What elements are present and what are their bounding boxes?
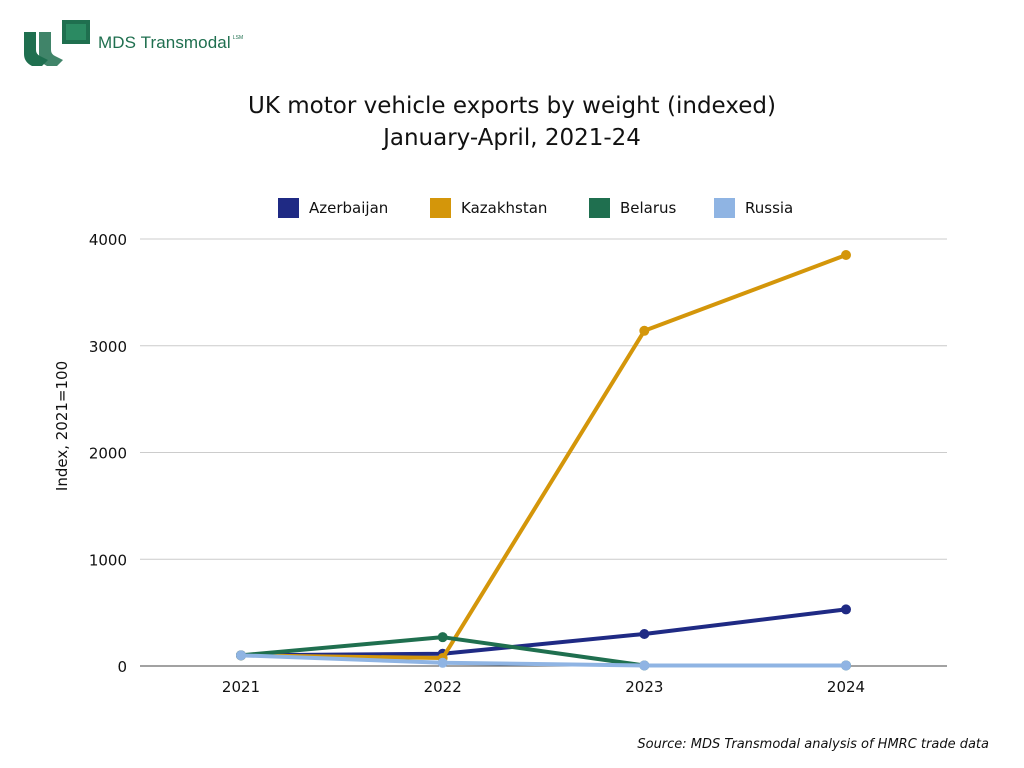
legend-label: Belarus <box>620 199 677 217</box>
legend-swatch <box>430 198 451 218</box>
data-point <box>841 250 851 261</box>
legend-item-azerbaijan: Azerbaijan <box>278 198 388 218</box>
legend-swatch <box>278 198 299 218</box>
legend-item-kazakhstan: Kazakhstan <box>430 198 547 218</box>
legend-swatch <box>714 198 735 218</box>
data-point <box>437 632 448 643</box>
data-point <box>639 660 650 671</box>
chart-title-line2: January-April, 2021-24 <box>383 125 641 151</box>
data-point <box>437 657 448 668</box>
y-tick-label: 1000 <box>89 551 127 569</box>
data-point <box>841 660 851 671</box>
series-kazakhstan <box>236 250 851 663</box>
y-tick-label: 2000 <box>89 445 127 463</box>
logo-mark-icon <box>24 20 90 66</box>
data-point <box>236 650 246 661</box>
legend-label: Russia <box>745 199 793 217</box>
y-tick-label: 3000 <box>89 338 127 356</box>
data-point <box>841 604 851 615</box>
x-tick-label: 2023 <box>625 678 663 696</box>
x-tick-label: 2024 <box>827 678 865 696</box>
data-point <box>639 325 650 336</box>
source-note: Source: MDS Transmodal analysis of HMRC … <box>637 737 989 752</box>
chart-title: UK motor vehicle exports by weight (inde… <box>0 90 1024 154</box>
legend-swatch <box>589 198 610 218</box>
y-tick-label: 0 <box>117 658 127 676</box>
legend-label: Kazakhstan <box>461 199 547 217</box>
x-tick-label: 2021 <box>222 678 260 696</box>
x-tick-label: 2022 <box>424 678 462 696</box>
logo-text: MDS Transmodal LSM <box>98 33 244 52</box>
y-axis-label: Index, 2021=100 <box>53 361 71 491</box>
legend-item-russia: Russia <box>714 198 793 218</box>
brand-logo: MDS Transmodal LSM <box>22 20 243 66</box>
legend-item-belarus: Belarus <box>589 198 677 218</box>
series-line <box>239 635 848 668</box>
chart-title-line1: UK motor vehicle exports by weight (inde… <box>248 93 776 119</box>
y-tick-label: 4000 <box>89 231 127 249</box>
logo-trademark: LSM <box>232 35 244 41</box>
series-line <box>239 653 848 668</box>
series-russia <box>236 650 851 671</box>
legend-label: Azerbaijan <box>309 199 388 217</box>
data-point <box>639 628 650 639</box>
series-line <box>239 607 848 658</box>
series-line <box>239 253 848 660</box>
